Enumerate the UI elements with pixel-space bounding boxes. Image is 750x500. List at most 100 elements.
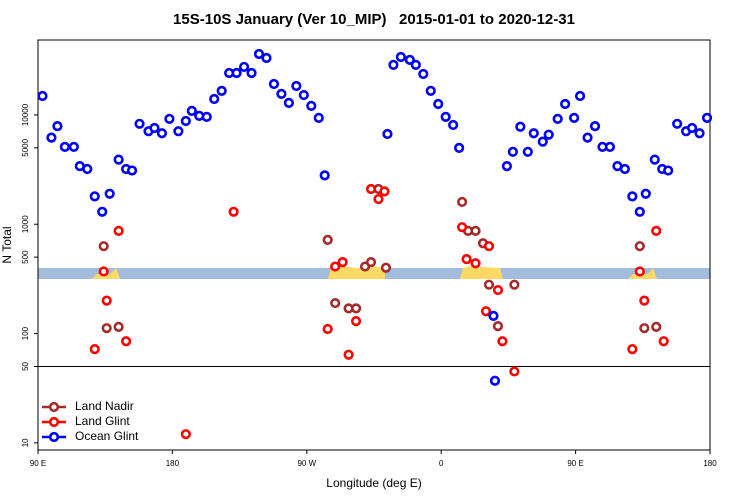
point: [291, 80, 302, 92]
point: [672, 118, 683, 129]
y-tick-label: 10: [21, 438, 30, 447]
point: [395, 51, 406, 63]
point: [582, 132, 593, 143]
point: [101, 295, 112, 306]
point: [113, 154, 124, 165]
point: [276, 88, 287, 99]
point: [82, 163, 93, 175]
point: [365, 183, 377, 195]
point: [489, 375, 501, 386]
y-tick-label: 50: [21, 361, 30, 370]
point: [448, 119, 459, 131]
point: [231, 67, 242, 79]
x-tick-label: 180: [703, 459, 717, 468]
point: [113, 321, 124, 333]
point: [388, 59, 399, 71]
x-axis-label: Longitude (deg E): [326, 476, 421, 490]
plot-frame: [37, 39, 711, 451]
point: [350, 303, 362, 314]
point: [433, 98, 444, 110]
point: [634, 241, 645, 252]
legend-label: Ocean Glint: [75, 429, 139, 443]
point: [343, 349, 354, 360]
y-tick-label: 5000: [21, 138, 30, 156]
point: [515, 121, 526, 132]
point: [404, 54, 415, 65]
point: [322, 234, 333, 245]
point: [268, 78, 280, 90]
point: [350, 315, 362, 327]
legend-label: Land Glint: [75, 414, 130, 428]
point: [483, 241, 495, 252]
point: [560, 98, 571, 110]
point: [627, 344, 638, 355]
point: [619, 163, 630, 175]
point: [380, 262, 392, 273]
point: [634, 206, 645, 217]
point: [283, 97, 294, 108]
point: [552, 113, 563, 125]
x-tick-label: 0: [439, 459, 444, 468]
y-tick-label: 100: [21, 326, 30, 340]
point: [543, 129, 554, 140]
point: [694, 128, 705, 139]
point: [589, 121, 601, 132]
point: [246, 67, 257, 79]
point: [186, 105, 197, 116]
point: [501, 161, 513, 172]
point: [126, 165, 138, 176]
point: [454, 142, 465, 153]
point: [365, 257, 377, 268]
point: [480, 306, 492, 317]
point: [209, 93, 220, 105]
point: [509, 366, 520, 377]
point: [113, 225, 124, 236]
point: [492, 320, 504, 332]
point: [253, 48, 265, 60]
point: [492, 284, 504, 296]
point: [337, 257, 348, 268]
point: [382, 128, 393, 140]
point: [101, 323, 112, 334]
point: [379, 186, 390, 197]
point: [574, 90, 586, 102]
point: [149, 122, 160, 134]
x-tick-label: 90 E: [567, 459, 583, 468]
point: [640, 188, 651, 199]
point: [627, 191, 638, 202]
point: [528, 128, 539, 139]
land-patch: [628, 268, 657, 279]
point: [59, 141, 70, 153]
point: [425, 85, 436, 96]
y-axis-label: N Total: [0, 226, 14, 263]
point: [37, 90, 48, 102]
point: [604, 141, 616, 153]
point: [457, 222, 468, 233]
point: [68, 141, 79, 153]
point: [89, 191, 100, 202]
legend-swatch-marker: [48, 431, 60, 443]
point: [306, 100, 317, 112]
point: [701, 112, 713, 123]
point: [261, 52, 272, 64]
point: [488, 310, 499, 322]
point: [373, 193, 384, 205]
point: [98, 241, 109, 252]
point: [180, 429, 191, 440]
point: [156, 128, 168, 139]
y-tick-label: 500: [21, 250, 30, 264]
point: [89, 344, 100, 355]
point: [313, 112, 324, 123]
land-patch: [328, 266, 385, 279]
x-tick-label: 90 E: [30, 459, 46, 468]
point: [418, 68, 429, 80]
point: [649, 154, 660, 165]
legend-swatch-marker: [48, 416, 60, 428]
point: [470, 225, 481, 236]
x-tick-label: 180: [166, 459, 180, 468]
point: [639, 295, 650, 306]
point: [461, 253, 472, 265]
point: [537, 136, 548, 147]
point: [330, 297, 341, 309]
